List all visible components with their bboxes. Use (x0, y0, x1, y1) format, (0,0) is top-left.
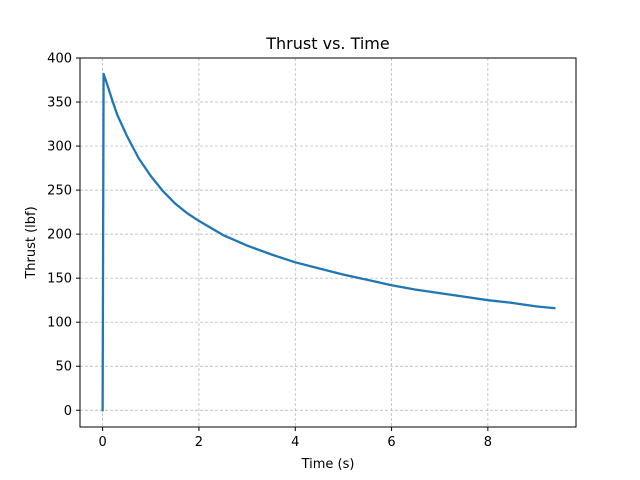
y-tick-label: 50 (55, 360, 72, 375)
x-tick-label: 0 (98, 435, 106, 450)
series-layer (101, 72, 556, 412)
y-tick-label: 200 (47, 228, 72, 243)
chart-title: Thrust vs. Time (265, 34, 389, 53)
ticks: 0 2 4 6 8 0 50 100 150 200 250 300 350 400 (47, 52, 492, 451)
x-tick-label: 8 (484, 435, 492, 450)
y-tick-label: 300 (47, 140, 72, 155)
y-tick-label: 250 (47, 184, 72, 199)
y-axis-label: Thrust (lbf) (24, 206, 39, 279)
y-tick-label: 0 (64, 404, 72, 419)
x-tick-label: 6 (387, 435, 395, 450)
y-tick-label: 100 (47, 316, 72, 331)
plot-frame (79, 57, 577, 428)
x-tick-label: 4 (291, 435, 299, 450)
x-axis-label: Time (s) (301, 457, 355, 472)
y-tick-label: 150 (47, 272, 72, 287)
y-tick-label: 400 (47, 52, 72, 67)
y-tick-label: 350 (47, 96, 72, 111)
x-tick-label: 2 (195, 435, 203, 450)
thrust-series-line (101, 72, 556, 412)
